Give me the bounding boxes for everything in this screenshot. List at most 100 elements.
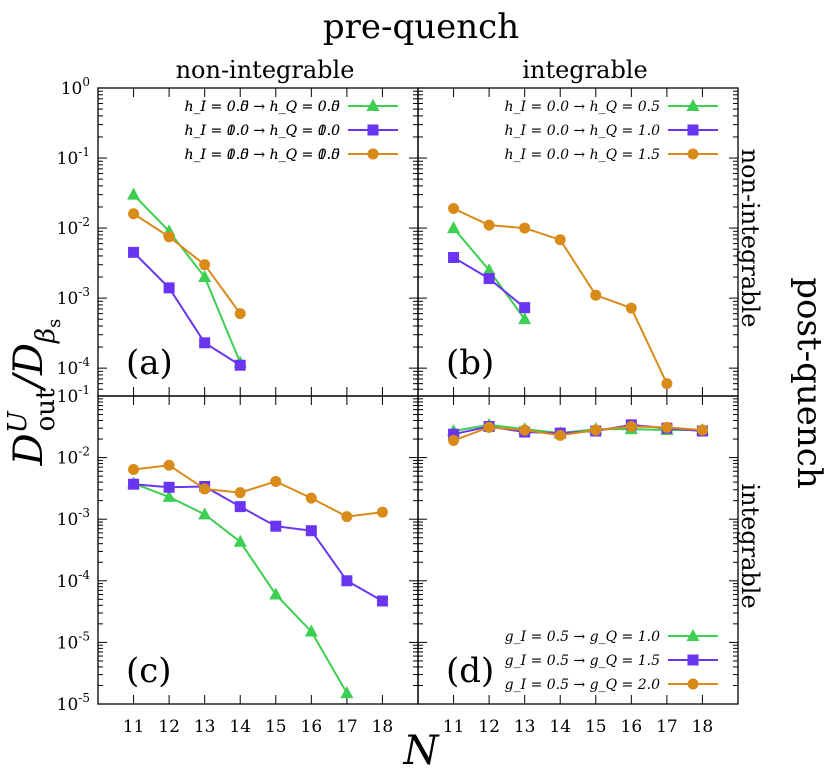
data-point xyxy=(483,421,495,433)
legend-label: h_I = 1.5 → h_Q = 0.0 xyxy=(185,147,341,163)
data-point xyxy=(447,221,461,234)
data-point xyxy=(128,464,140,476)
panel-label: (d) xyxy=(446,651,494,691)
x-axis-label: N xyxy=(403,728,441,770)
legend-label: g_I = 0.5 → g_Q = 1.5 xyxy=(505,653,660,669)
data-point xyxy=(483,273,495,285)
panel-label: (c) xyxy=(126,651,172,691)
data-point xyxy=(127,187,141,200)
series-line xyxy=(132,193,242,363)
data-point xyxy=(199,259,211,271)
data-point xyxy=(162,489,176,502)
data-point xyxy=(366,99,380,111)
row-title-top: non-integrable xyxy=(736,149,764,328)
data-point xyxy=(234,501,246,513)
y-tick-label: 10-1 xyxy=(57,145,90,169)
data-point xyxy=(625,420,637,432)
x-tick-label: 13 xyxy=(194,717,216,737)
x-tick-label: 15 xyxy=(585,717,607,737)
x-tick-label: 18 xyxy=(692,717,714,737)
y-tick-label: 10-3 xyxy=(57,285,90,309)
data-point xyxy=(687,678,699,690)
series-line xyxy=(132,251,241,367)
data-point xyxy=(128,208,140,220)
panel-frame xyxy=(417,395,739,705)
data-point xyxy=(304,624,318,637)
top-title: pre-quench xyxy=(323,7,519,47)
y-tick-label: 10-3 xyxy=(57,506,90,530)
legends: h_I = 0.0 → h_Q = 0.5 h_I = 0.0 → h_Q = 1… xyxy=(185,99,718,693)
x-tick-label: 16 xyxy=(301,717,323,737)
data-point xyxy=(367,148,379,160)
data-point xyxy=(341,575,353,587)
x-tick-label: 11 xyxy=(123,717,145,737)
data-point xyxy=(163,481,175,493)
legend-label: h_I = 1.0 → h_Q = 0.0 xyxy=(185,123,341,139)
data-point xyxy=(270,475,282,487)
y-tick-label: 10-4 xyxy=(57,568,91,592)
legend-label: h_I = 0.5 → h_Q = 0.0 xyxy=(185,99,341,115)
data-point xyxy=(590,289,602,301)
data-point xyxy=(128,246,140,258)
y-tick-label: 10-1 xyxy=(57,383,90,407)
y-tick-label: 100 xyxy=(61,75,90,99)
series-line xyxy=(453,425,703,442)
panel-labels: (a) (b) (c) (d) xyxy=(126,343,494,691)
data-point xyxy=(519,302,531,314)
row-title-bottom: integrable xyxy=(736,483,764,608)
data-point xyxy=(661,378,673,390)
data-point xyxy=(625,302,637,314)
legend-label: h_I = 0.0 → h_Q = 1.0 xyxy=(185,123,341,139)
data-point xyxy=(518,312,532,325)
data-point xyxy=(128,478,140,490)
y-tick-label: 10-5 xyxy=(57,691,90,715)
data-point xyxy=(448,434,460,446)
legend-label: h_I = 0.0 → h_Q = 1.5 xyxy=(505,147,661,163)
data-point xyxy=(163,459,175,471)
data-point xyxy=(233,534,247,547)
data-point xyxy=(305,492,317,504)
x-tick-label: 18 xyxy=(372,717,394,737)
data-point xyxy=(661,421,673,433)
y-tick-label: 10-4 xyxy=(57,355,91,379)
data-point xyxy=(376,506,388,518)
panel-label: (b) xyxy=(446,343,494,383)
data-point xyxy=(483,219,495,231)
data-point xyxy=(519,222,531,234)
panel-frames xyxy=(97,87,739,705)
y-tick-label: 10-2 xyxy=(57,215,90,239)
panel-label: (a) xyxy=(126,343,173,383)
data-point xyxy=(448,251,460,263)
data-point xyxy=(686,99,700,111)
series-line xyxy=(133,464,383,518)
data-point xyxy=(696,424,708,436)
data-point xyxy=(269,587,283,600)
data-point xyxy=(163,231,175,243)
data-series xyxy=(127,187,709,699)
data-point xyxy=(590,424,602,436)
data-point xyxy=(687,124,699,136)
column-title-right: integrable xyxy=(522,56,647,84)
x-tick-label: 12 xyxy=(158,717,180,737)
x-tick-label: 13 xyxy=(514,717,536,737)
data-point xyxy=(341,511,353,523)
data-point xyxy=(198,270,212,283)
data-point xyxy=(687,148,699,160)
legend-label: g_I = 0.5 → g_Q = 2.0 xyxy=(505,677,660,693)
data-point xyxy=(199,337,211,349)
data-point xyxy=(234,359,246,371)
legend-label: h_I = 0.0 → h_Q = 1.5 xyxy=(185,147,341,163)
x-tick-label: 14 xyxy=(549,717,571,737)
data-point xyxy=(305,525,317,537)
series-line xyxy=(133,212,242,315)
data-point xyxy=(554,429,566,441)
data-point xyxy=(687,654,699,666)
x-tick-label: 17 xyxy=(656,717,678,737)
x-tick-label: 17 xyxy=(336,717,358,737)
series-line xyxy=(133,483,383,602)
data-point xyxy=(367,124,379,136)
data-point xyxy=(234,308,246,320)
x-tick-label: 11 xyxy=(443,717,465,737)
legend-label: h_I = 0.0 → h_Q = 0.5 xyxy=(185,99,341,115)
x-tick-label: 15 xyxy=(265,717,287,737)
